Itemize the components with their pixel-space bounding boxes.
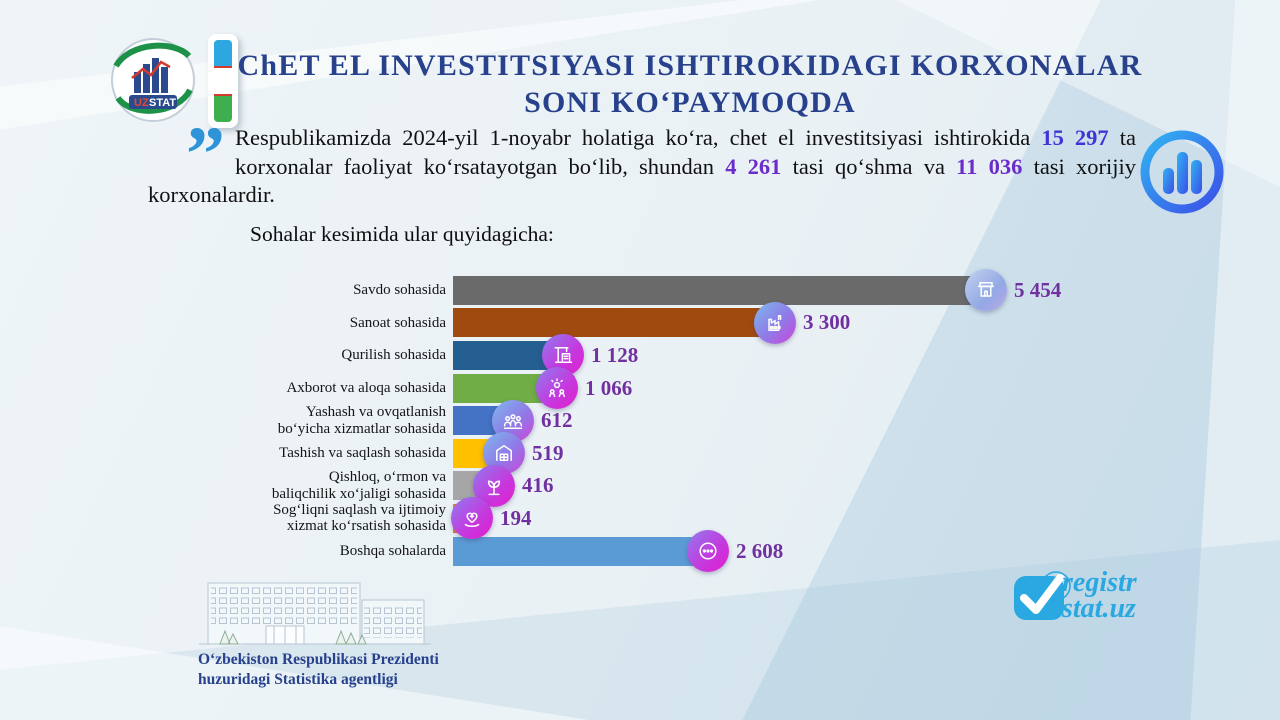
bar-value: 612 xyxy=(541,408,573,433)
agency-caption: O‘zbekiston Respublikasi Prezidenti huzu… xyxy=(198,650,439,691)
category-label: Tashish va saqlash sohasida xyxy=(279,445,446,462)
construction-crane-icon xyxy=(554,347,573,364)
chart-row-sogliqni: Sog‘liqni saqlash va ijtimoiy xizmat ko‘… xyxy=(134,497,1214,540)
total-enterprises-value: 15 297 xyxy=(1041,125,1109,150)
category-label: Qurilish sohasida xyxy=(341,347,446,364)
title-line-2: SONI KO‘PAYMOQDA xyxy=(524,86,856,119)
bar-value: 194 xyxy=(500,505,532,530)
badge xyxy=(536,367,578,410)
joint-enterprises-value: 4 261 xyxy=(725,153,782,179)
category-label: Yashash va ovqatlanish bo‘yicha xizmatla… xyxy=(277,404,446,437)
badge xyxy=(754,301,796,344)
chart-row-qurilish: Qurilish sohasida 1 128 xyxy=(134,334,1214,377)
agency-line-2: huzuridagi Statistika agentligi xyxy=(198,671,398,689)
bar-value: 416 xyxy=(522,473,554,498)
intro-text-4: tasi xorijiy korxonalardir. xyxy=(148,153,1137,208)
page-title: ChET EL INVESTITSIYASI ISHTIROKIDAGI KOR… xyxy=(235,48,1145,122)
statistics-agency-building-illustration xyxy=(196,576,434,657)
people-services-icon xyxy=(503,413,523,429)
chart-row-sanoat: Sanoat sohasida 3 300 xyxy=(134,301,1214,344)
registr-line-2: stat.uz xyxy=(1062,592,1136,624)
bar-savdo xyxy=(453,275,986,305)
checkmark-icon xyxy=(1014,571,1071,620)
category-label: Qishloq, o‘rmon va baliqchilik xo‘jaligi… xyxy=(271,469,446,502)
chart-row-boshqa: Boshqa sohalarda 2 608 xyxy=(134,530,1214,573)
bar-boshqa xyxy=(453,536,708,566)
chart-row-yashash: Yashash va ovqatlanish bo‘yicha xizmatla… xyxy=(134,399,1214,442)
badge xyxy=(965,269,1007,312)
intro-text-2: ta korxonalar faoliyat ko‘rsatayotgan bo… xyxy=(235,125,1136,179)
bar-value: 1 128 xyxy=(591,342,639,367)
intro-text-3: tasi qo‘shma va xyxy=(781,153,957,179)
chart-row-tashish: Tashish va saqlash sohasida 519 xyxy=(134,432,1214,475)
chart-row-axborot: Axborot va aloqa sohasida 1 066 xyxy=(134,367,1214,410)
bar-value: 5 454 xyxy=(1014,277,1062,302)
uzbekistan-flag-icon xyxy=(208,34,238,128)
healthcare-icon xyxy=(464,512,480,528)
category-label: Sanoat sohasida xyxy=(349,314,446,331)
foreign-enterprises-value: 11 036 xyxy=(956,153,1023,179)
category-label: Axborot va aloqa sohasida xyxy=(286,379,446,396)
ellipsis-icon xyxy=(699,542,717,560)
logo-stat-text: STAT xyxy=(149,97,176,109)
registr-wordmark: registr stat.uz xyxy=(1062,567,1137,624)
shop-icon xyxy=(978,282,994,298)
bar-value: 519 xyxy=(532,440,564,465)
category-label: Savdo sohasida xyxy=(353,282,446,299)
category-label: Boshqa sohalarda xyxy=(339,542,446,559)
bar-value: 3 300 xyxy=(803,310,851,335)
registr-line-1: registr xyxy=(1062,567,1137,598)
bar-value: 2 608 xyxy=(736,538,784,563)
registr-statuz-logo: registr stat.uz xyxy=(1012,568,1137,624)
warehouse-icon xyxy=(496,445,512,462)
chart-row-savdo: Savdo sohasida 5 454 xyxy=(134,269,1214,312)
quote-mark-icon: ” xyxy=(186,110,225,197)
intro-paragraph: ” Respublikamizda 2024-yil 1-noyabr holat… xyxy=(148,110,1137,210)
agriculture-icon xyxy=(487,480,501,496)
chart-subtitle: Sohalar kesimida ular quyidagicha: xyxy=(250,222,554,246)
bar-sanoat xyxy=(453,308,775,338)
badge xyxy=(687,530,729,573)
title-line-1: ChET EL INVESTITSIYASI ISHTIROKIDAGI KOR… xyxy=(237,49,1143,82)
agency-line-1: O‘zbekiston Respublikasi Prezidenti xyxy=(198,651,439,668)
intro-text-1: Respublikamizda 2024-yil 1-noyabr holati… xyxy=(235,125,1042,150)
badge xyxy=(451,497,493,540)
uzstat-logo: UZ STAT xyxy=(111,38,195,122)
logo-uz-text: UZ xyxy=(134,97,149,109)
sector-bar-chart: Savdo sohasida 5 454 Sanoat sohasida xyxy=(134,269,1214,573)
header-logo-group: UZ STAT xyxy=(106,34,238,130)
bar-chart-medallion-icon xyxy=(1136,126,1228,223)
communication-icon xyxy=(549,378,565,398)
factory-icon xyxy=(768,314,782,331)
chart-row-qishloq: Qishloq, o‘rmon va baliqchilik xo‘jaligi… xyxy=(134,464,1214,507)
bar-value: 1 066 xyxy=(585,375,633,400)
category-label: Sog‘liqni saqlash va ijtimoiy xizmat ko‘… xyxy=(273,501,446,535)
